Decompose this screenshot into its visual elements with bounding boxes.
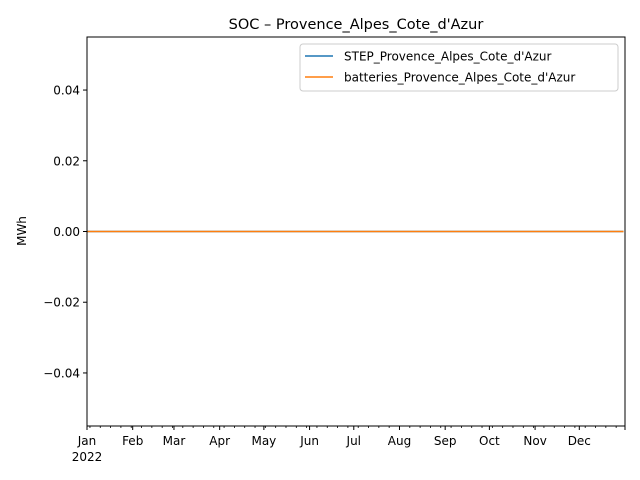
y-tick-label-4: 0.04 (53, 84, 80, 98)
x-tick-label-11: Dec (568, 434, 591, 448)
legend-box (299, 43, 619, 92)
legend-label-0: STEP_Provence_Alpes_Cote_d'Azur (344, 50, 552, 64)
y-tick-label-3: 0.02 (53, 154, 80, 168)
x-tick-label-6: Jul (346, 434, 361, 448)
y-axis-label: MWh (15, 216, 29, 246)
x-tick-label-4: May (251, 434, 276, 448)
x-tick-label-8: Sep (434, 434, 457, 448)
y-tick-label-1: −0.02 (43, 296, 80, 310)
x-tick-label-3: Apr (209, 434, 230, 448)
x-tick-label-7: Aug (388, 434, 411, 448)
chart-title: SOC – Provence_Alpes_Cote_d'Azur (229, 17, 484, 33)
ticks-layer: −0.04 −0.02 0.00 0.02 0.04 Jan Feb Mar Apr May Jun… (43, 84, 626, 464)
x-tick-label-10: Nov (523, 434, 546, 448)
legend: STEP_Provence_Alpes_Cote_d'Azur batteries… (299, 43, 619, 92)
plot-frame (86, 36, 626, 427)
x-tick-label-0: Jan (77, 434, 97, 448)
legend-label-1: batteries_Provence_Alpes_Cote_d'Azur (344, 71, 575, 85)
x-tick-label-1: Feb (122, 434, 143, 448)
x-tick-label-5: Jun (299, 434, 319, 448)
x-year-label: 2022 (72, 450, 103, 464)
x-tick-label-2: Mar (163, 434, 186, 448)
x-tick-label-9: Oct (479, 434, 500, 448)
y-tick-label-2: 0.00 (53, 225, 80, 239)
y-tick-label-0: −0.04 (43, 366, 80, 380)
